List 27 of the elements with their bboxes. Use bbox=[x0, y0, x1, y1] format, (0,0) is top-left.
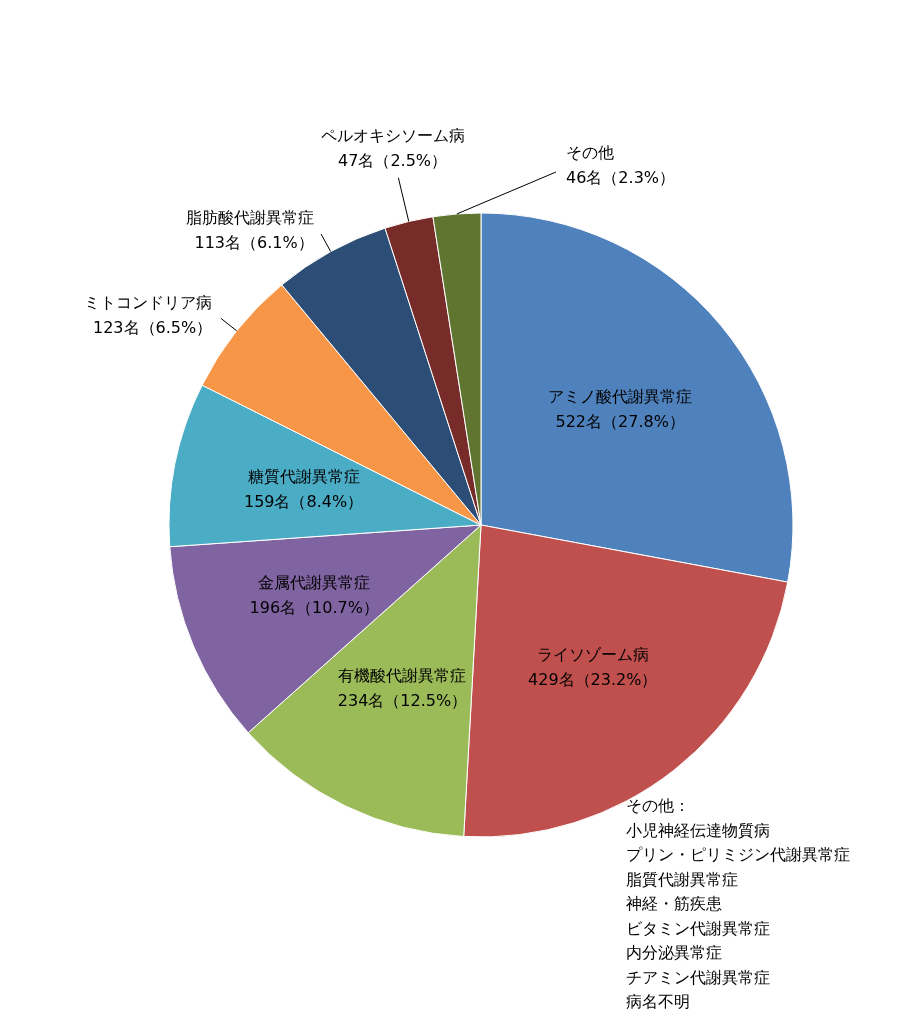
data-label: 47名（2.5%） bbox=[338, 151, 448, 171]
slice-label: その他 bbox=[566, 143, 614, 162]
slice-label: ライソゾーム病 bbox=[536, 645, 649, 665]
data-label: 113名（6.1%） bbox=[194, 232, 314, 252]
text: 神経・筋疾患 bbox=[626, 893, 723, 915]
slice-label: 金属代謝異常症 bbox=[258, 573, 371, 593]
text: ビタミン代謝異常症 bbox=[626, 917, 771, 940]
text: チアミン代謝異常症 bbox=[626, 966, 771, 989]
text: プリン・ピリミジン代謝異常症 bbox=[626, 844, 850, 866]
slice-label: 脂肪酸代謝異常症 bbox=[185, 207, 314, 227]
slice-label: アミノ酸代謝異常症 bbox=[548, 387, 693, 407]
text: 脂質代謝異常症 bbox=[626, 868, 739, 891]
data-label: 196名（10.7%） bbox=[249, 598, 379, 618]
data-label: 429名（23.2%） bbox=[528, 670, 658, 690]
data-label: 522名（27.8%） bbox=[555, 412, 685, 432]
data-label: 159名（8.4%） bbox=[243, 492, 364, 512]
slice-label: ペルオキシソーム病 bbox=[320, 126, 465, 146]
data-label: 123名（6.5%） bbox=[92, 318, 213, 338]
text: 内分泌異常症 bbox=[626, 942, 723, 964]
slice-label: 有機酸代謝異常症 bbox=[338, 666, 467, 686]
data-label: 46名（2.3%） bbox=[566, 168, 676, 187]
slice-label: ミトコンドリア病 bbox=[84, 293, 213, 313]
data-label: 234名（12.5%） bbox=[337, 691, 468, 711]
text: 病名不明 bbox=[626, 991, 691, 1013]
slice-label: 糖質代謝異常症 bbox=[247, 467, 360, 487]
text: その他： bbox=[626, 795, 691, 817]
text: 小児神経伝達物質病 bbox=[626, 819, 771, 842]
